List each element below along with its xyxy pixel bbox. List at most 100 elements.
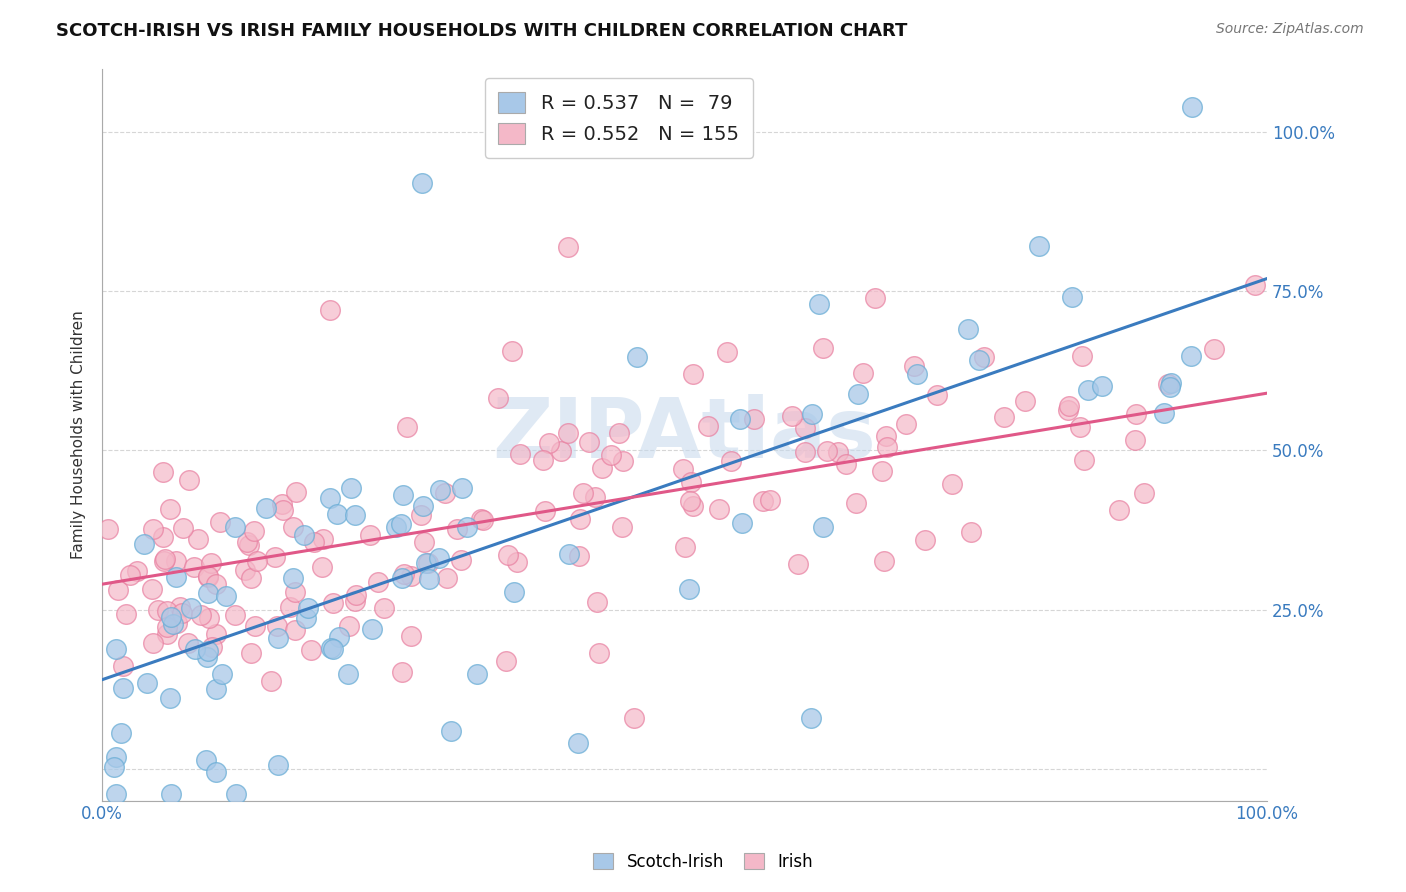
Point bbox=[848, 387, 870, 401]
Point bbox=[281, 571, 304, 585]
Point bbox=[607, 426, 630, 441]
Point bbox=[344, 588, 367, 602]
Point bbox=[538, 436, 561, 450]
Point bbox=[152, 530, 174, 544]
Point bbox=[870, 464, 893, 478]
Point bbox=[367, 575, 389, 590]
Point bbox=[318, 491, 340, 506]
Point bbox=[446, 522, 468, 536]
Point bbox=[166, 616, 188, 631]
Point bbox=[160, 787, 183, 801]
Point bbox=[863, 291, 886, 305]
Point bbox=[509, 447, 531, 461]
Point bbox=[1057, 399, 1080, 413]
Point bbox=[225, 787, 247, 801]
Point bbox=[399, 630, 422, 644]
Point bbox=[567, 736, 589, 750]
Point bbox=[1133, 486, 1156, 500]
Point bbox=[266, 619, 288, 633]
Point bbox=[967, 352, 990, 367]
Point bbox=[720, 453, 742, 467]
Point bbox=[115, 607, 138, 621]
Point bbox=[105, 787, 128, 801]
Legend: Scotch-Irish, Irish: Scotch-Irish, Irish bbox=[585, 845, 821, 880]
Point bbox=[973, 350, 995, 364]
Point bbox=[470, 511, 492, 525]
Point bbox=[678, 582, 700, 596]
Point bbox=[224, 520, 246, 534]
Point bbox=[361, 623, 384, 637]
Point bbox=[111, 681, 134, 695]
Point bbox=[297, 601, 319, 615]
Point bbox=[1069, 420, 1091, 434]
Point bbox=[302, 535, 325, 549]
Point bbox=[136, 675, 159, 690]
Point bbox=[450, 552, 472, 566]
Text: SCOTCH-IRISH VS IRISH FAMILY HOUSEHOLDS WITH CHILDREN CORRELATION CHART: SCOTCH-IRISH VS IRISH FAMILY HOUSEHOLDS … bbox=[56, 22, 908, 40]
Point bbox=[571, 486, 593, 500]
Point bbox=[427, 551, 450, 566]
Point bbox=[1073, 452, 1095, 467]
Point bbox=[285, 485, 308, 500]
Point bbox=[472, 513, 495, 527]
Point bbox=[586, 595, 609, 609]
Point bbox=[197, 643, 219, 657]
Point bbox=[599, 448, 621, 462]
Point bbox=[110, 726, 132, 740]
Point bbox=[780, 409, 803, 424]
Point bbox=[1108, 503, 1130, 517]
Point bbox=[238, 538, 260, 552]
Point bbox=[758, 492, 780, 507]
Point bbox=[197, 570, 219, 584]
Point bbox=[1244, 278, 1267, 293]
Point bbox=[956, 322, 979, 336]
Point bbox=[588, 646, 610, 660]
Point bbox=[125, 565, 148, 579]
Point bbox=[486, 391, 509, 405]
Text: Source: ZipAtlas.com: Source: ZipAtlas.com bbox=[1216, 22, 1364, 37]
Point bbox=[794, 444, 817, 458]
Point bbox=[142, 636, 165, 650]
Point bbox=[267, 758, 290, 772]
Point bbox=[411, 176, 433, 190]
Point bbox=[236, 535, 259, 549]
Point bbox=[409, 508, 432, 523]
Point bbox=[707, 502, 730, 516]
Point bbox=[418, 573, 440, 587]
Point bbox=[1159, 380, 1181, 394]
Point bbox=[254, 500, 277, 515]
Point bbox=[531, 453, 554, 467]
Point bbox=[197, 586, 219, 600]
Point bbox=[120, 568, 142, 582]
Point bbox=[195, 650, 218, 665]
Point bbox=[204, 682, 226, 697]
Point bbox=[295, 611, 318, 625]
Point bbox=[1028, 238, 1050, 252]
Point bbox=[209, 516, 232, 530]
Point bbox=[1060, 289, 1083, 303]
Point bbox=[534, 504, 557, 518]
Point bbox=[440, 723, 463, 738]
Point bbox=[197, 569, 219, 583]
Point bbox=[183, 560, 205, 574]
Point bbox=[160, 610, 183, 624]
Point bbox=[905, 367, 928, 381]
Point bbox=[299, 643, 322, 657]
Point bbox=[557, 240, 579, 254]
Point bbox=[1180, 349, 1202, 363]
Point bbox=[201, 640, 224, 654]
Point bbox=[813, 341, 835, 355]
Point bbox=[271, 503, 294, 517]
Point bbox=[205, 764, 228, 779]
Point bbox=[292, 528, 315, 542]
Point bbox=[752, 494, 775, 508]
Point bbox=[876, 440, 898, 454]
Point bbox=[312, 532, 335, 546]
Point bbox=[165, 554, 187, 568]
Point bbox=[498, 549, 520, 563]
Point bbox=[211, 666, 233, 681]
Point bbox=[156, 627, 179, 641]
Point bbox=[1077, 383, 1099, 397]
Point bbox=[359, 528, 381, 542]
Point bbox=[142, 522, 165, 536]
